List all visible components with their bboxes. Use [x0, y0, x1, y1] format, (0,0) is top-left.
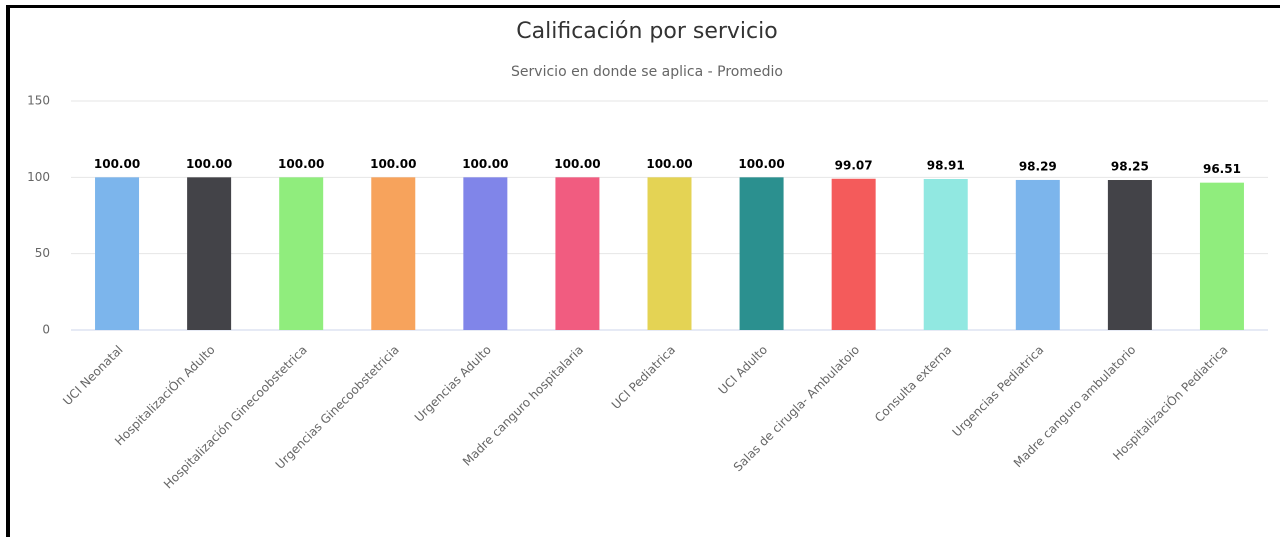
- bar: [1199, 182, 1244, 330]
- bar: [555, 177, 600, 330]
- value-label: 100.00: [94, 157, 140, 171]
- y-tick-label: 50: [35, 246, 50, 260]
- x-tick-label: Urgencias Pediatrica: [950, 343, 1047, 440]
- value-label: 100.00: [554, 157, 600, 171]
- x-tick-label: Hospitalización Ginecoobstetrica: [161, 343, 310, 492]
- bar: [1107, 180, 1152, 330]
- x-tick-label: UCI Pediatrica: [609, 343, 678, 412]
- chart-subtitle: Servicio en donde se aplica - Promedio: [511, 64, 783, 80]
- value-label: 98.29: [1019, 159, 1057, 173]
- bar: [831, 178, 876, 330]
- value-label: 99.07: [835, 158, 873, 172]
- bar: [187, 177, 232, 330]
- x-tick-label: Consulta externa: [872, 343, 954, 425]
- bar: [647, 177, 692, 330]
- value-label: 96.51: [1203, 162, 1241, 176]
- bar: [279, 177, 324, 330]
- chart-title: Calificación por servicio: [516, 19, 777, 44]
- value-label: 100.00: [738, 157, 784, 171]
- x-tick-label: Urgencias Adulto: [412, 343, 494, 425]
- x-tick-label: UCI Neonatal: [60, 343, 125, 408]
- value-label: 98.91: [927, 158, 965, 172]
- value-label: 100.00: [462, 157, 508, 171]
- value-label: 100.00: [646, 157, 692, 171]
- bar: [739, 177, 784, 330]
- bar: [923, 178, 968, 330]
- y-tick-label: 150: [27, 94, 50, 108]
- bar: [371, 177, 416, 330]
- value-label: 100.00: [370, 157, 416, 171]
- x-tick-label: UCI Adulto: [716, 343, 771, 398]
- x-tick-label: HospitalizaciÓn Adulto: [111, 342, 217, 448]
- bar: [463, 177, 508, 330]
- bar: [95, 177, 140, 330]
- value-label: 100.00: [186, 157, 232, 171]
- value-label: 100.00: [278, 157, 324, 171]
- value-label: 98.25: [1111, 160, 1149, 174]
- y-tick-label: 100: [27, 170, 50, 184]
- y-tick-label: 0: [42, 323, 50, 337]
- bar: [1015, 179, 1060, 330]
